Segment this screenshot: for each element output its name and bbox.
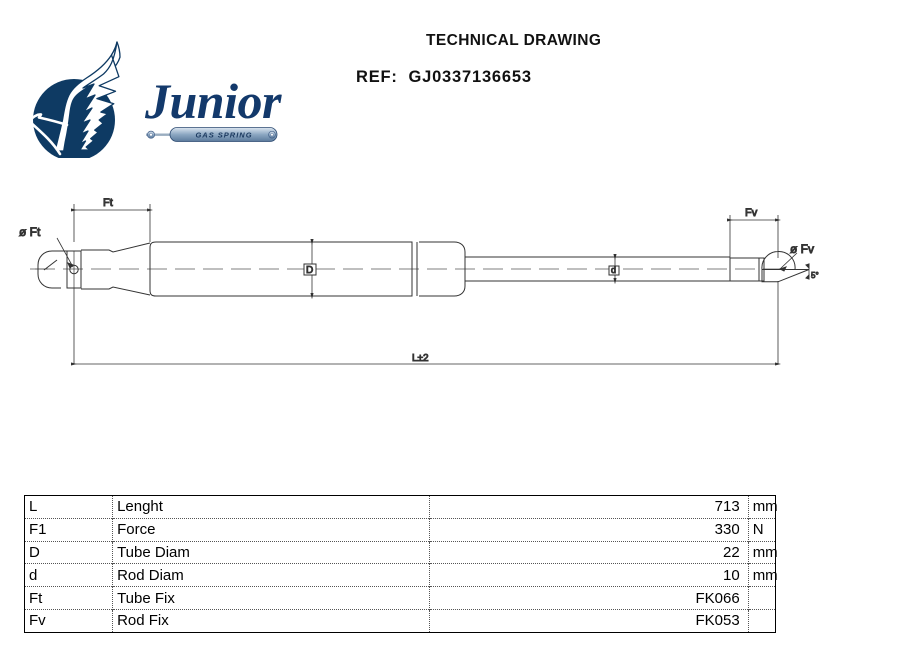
svg-text:Ft: Ft bbox=[103, 197, 113, 209]
svg-text:d: d bbox=[611, 265, 616, 275]
svg-text:Fv: Fv bbox=[745, 207, 758, 219]
svg-text:5°: 5° bbox=[811, 271, 819, 280]
svg-text:ø Fv: ø Fv bbox=[790, 242, 814, 256]
svg-text:L±2: L±2 bbox=[412, 353, 429, 364]
svg-text:D: D bbox=[306, 265, 313, 276]
svg-text:GAS SPRING: GAS SPRING bbox=[195, 131, 252, 140]
svg-text:ø Ft: ø Ft bbox=[19, 225, 41, 239]
